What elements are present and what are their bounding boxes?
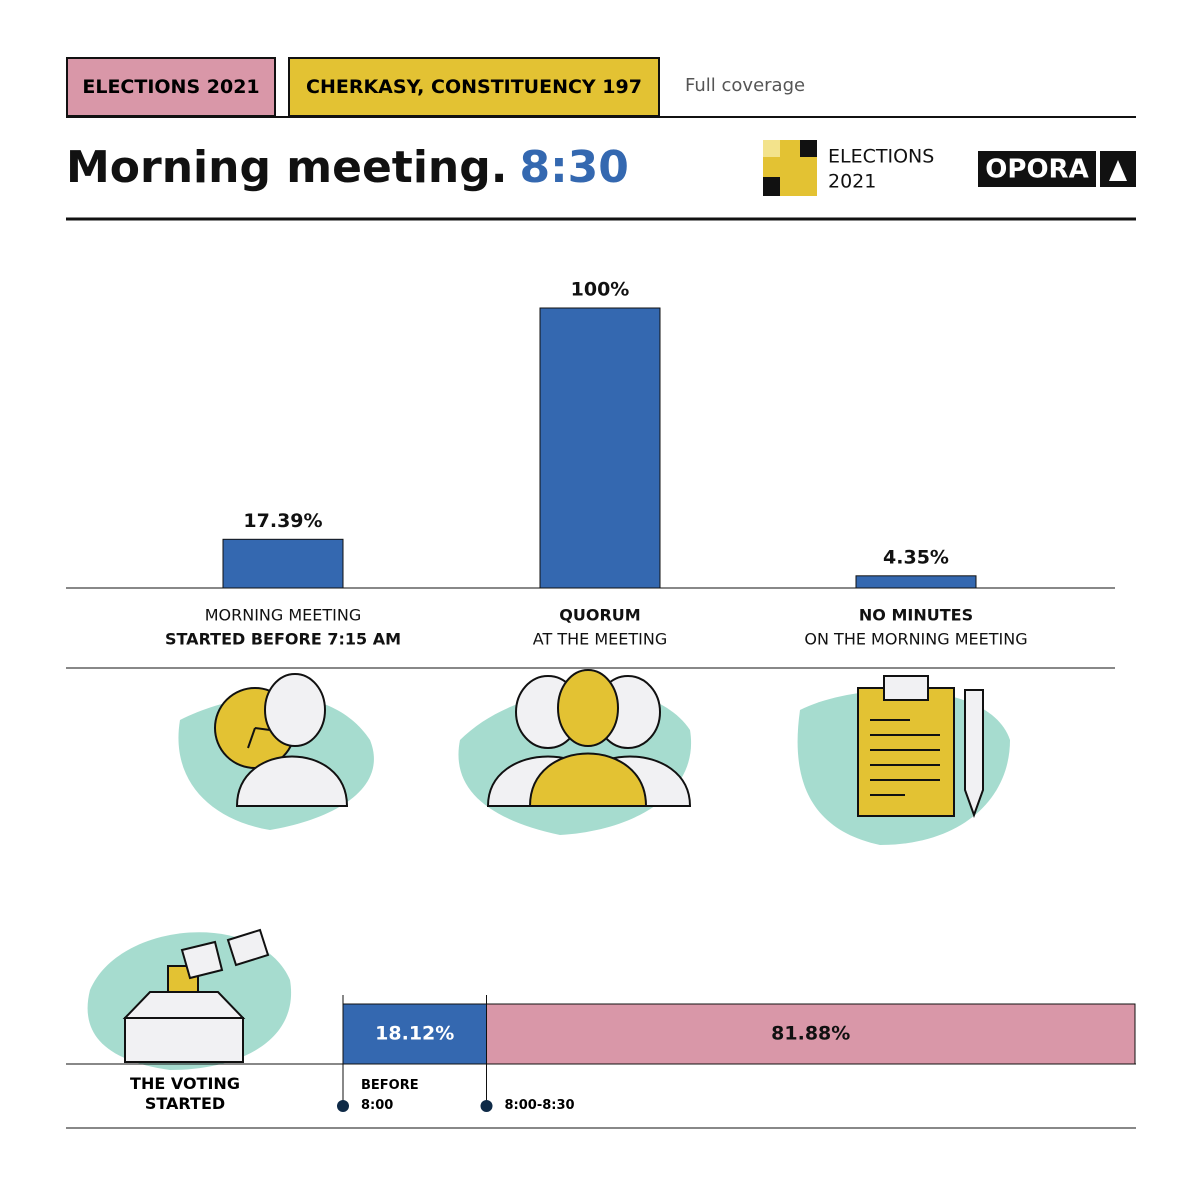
link[interactable]: Full coverage xyxy=(685,75,806,96)
legend-label: BEFORE 8:00 xyxy=(361,1078,419,1113)
brand-icon xyxy=(1109,160,1127,181)
bar-segment xyxy=(342,1003,488,1065)
logo-text: ELECTIONS xyxy=(828,146,934,168)
legend-dot xyxy=(480,1100,493,1112)
logo-text: 2021 xyxy=(828,171,876,193)
value-label: 4.35% xyxy=(883,546,949,568)
category-label: MORNING MEETING xyxy=(205,606,362,625)
bar xyxy=(539,307,661,589)
category-label: THE VOTING STARTED xyxy=(130,1074,240,1113)
icon-ballot xyxy=(87,928,292,1070)
category-label: QUORUM xyxy=(559,606,640,625)
category-label: NO MINUTES xyxy=(859,606,973,625)
title: Morning meeting. 8:30 xyxy=(66,142,629,193)
value-label: 81.88% xyxy=(771,1023,850,1045)
logo xyxy=(763,140,817,196)
tag: ELECTIONS 2021 xyxy=(66,57,276,117)
icon-clock-person xyxy=(178,673,374,830)
bar-segment xyxy=(486,1003,1136,1065)
icon-clipboard xyxy=(797,675,1010,845)
brand: OPORA xyxy=(985,155,1088,185)
bar xyxy=(855,575,977,589)
category-label: STARTED BEFORE 7:15 AM xyxy=(165,630,401,649)
value-label: 100% xyxy=(571,279,630,301)
brand-box xyxy=(978,151,1096,187)
icon-group xyxy=(458,669,692,835)
bar xyxy=(222,538,344,589)
tag: CHERKASY, CONSTITUENCY 197 xyxy=(288,57,660,117)
legend-dot xyxy=(337,1100,349,1112)
category-label: ON THE MORNING MEETING xyxy=(804,630,1027,649)
category-label: AT THE MEETING xyxy=(533,630,667,649)
legend-label: 8:00-8:30 xyxy=(504,1098,575,1113)
value-label: 17.39% xyxy=(243,510,322,532)
value-label: 18.12% xyxy=(375,1023,454,1045)
